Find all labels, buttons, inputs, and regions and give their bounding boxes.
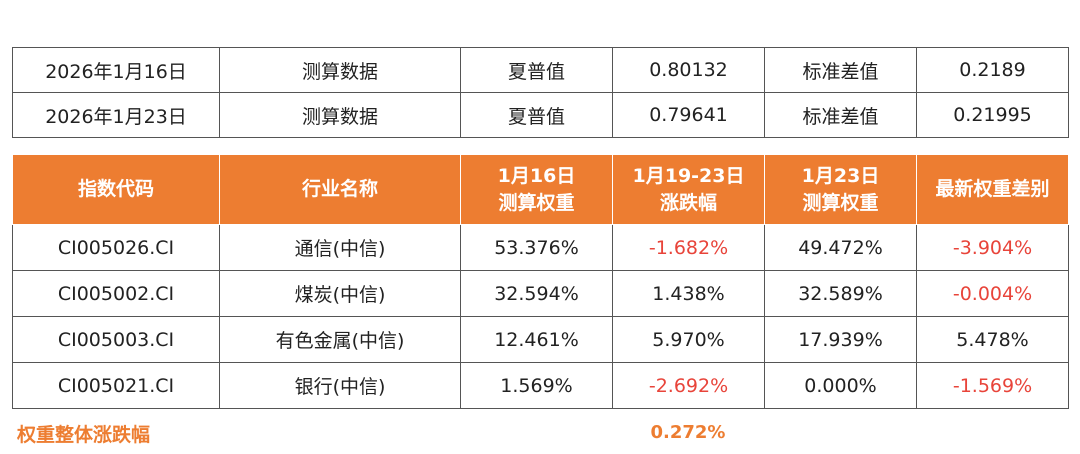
header-text: 1月23日 <box>801 164 880 187</box>
summary-date: 2026年1月16日 <box>12 47 220 93</box>
industry-name: 银行(中信) <box>219 362 461 409</box>
index-code: CI005003.CI <box>12 316 220 363</box>
header-text: 涨跌幅 <box>659 191 717 214</box>
index-code: CI005002.CI <box>12 270 220 317</box>
header-change: 1月19-23日 涨跌幅 <box>612 154 765 225</box>
weight-diff: -0.004% <box>916 270 1069 317</box>
change-value: -2.692% <box>612 362 765 409</box>
summary-label: 测算数据 <box>219 92 461 138</box>
change-value: 1.438% <box>612 270 765 317</box>
weight-0116: 53.376% <box>460 224 613 271</box>
overall-change-value: 0.272% <box>650 422 726 443</box>
stddev-label: 标准差值 <box>764 47 917 93</box>
sharpe-value: 0.80132 <box>612 47 765 93</box>
header-text: 行业名称 <box>301 178 378 200</box>
stddev-value: 0.2189 <box>916 47 1069 93</box>
weight-0123: 17.939% <box>764 316 917 363</box>
weight-0123: 32.589% <box>764 270 917 317</box>
header-weight-0123: 1月23日测算权重 <box>764 154 917 225</box>
header-text: 1月19-23日 <box>632 164 745 187</box>
sharpe-label: 夏普值 <box>460 47 613 93</box>
weight-diff: -1.569% <box>916 362 1069 409</box>
weight-0123: 0.000% <box>764 362 917 409</box>
summary-row: 2026年1月16日 测算数据 夏普值 0.80132 标准差值 0.2189 <box>12 47 1069 93</box>
weight-0116: 12.461% <box>460 316 613 363</box>
weight-diff: -3.904% <box>916 224 1069 271</box>
header-weight-0116: 1月16日测算权重 <box>460 154 613 225</box>
weights-table: 指数代码 行业名称 1月16日测算权重 1月19-23日 涨跌幅 1月23日测算权… <box>12 154 1069 409</box>
table-row: CI005002.CI 煤炭(中信) 32.594% 1.438% 32.589… <box>12 270 1069 317</box>
index-code: CI005026.CI <box>12 224 220 271</box>
table-header-row: 指数代码 行业名称 1月16日测算权重 1月19-23日 涨跌幅 1月23日测算权… <box>12 154 1069 225</box>
sharpe-value: 0.79641 <box>612 92 765 138</box>
index-code: CI005021.CI <box>12 362 220 409</box>
weight-0116: 32.594% <box>460 270 613 317</box>
table-row: CI005026.CI 通信(中信) 53.376% -1.682% 49.47… <box>12 224 1069 271</box>
stddev-label: 标准差值 <box>764 92 917 138</box>
header-text: 最新权重差别 <box>935 178 1050 200</box>
industry-name: 煤炭(中信) <box>219 270 461 317</box>
header-weight-diff: 最新权重差别 <box>916 154 1069 225</box>
header-industry: 行业名称 <box>219 154 461 225</box>
industry-name: 通信(中信) <box>219 224 461 271</box>
sharpe-label: 夏普值 <box>460 92 613 138</box>
table-row: CI005021.CI 银行(中信) 1.569% -2.692% 0.000%… <box>12 362 1069 409</box>
header-text: 测算权重 <box>802 191 879 214</box>
header-text: 1月16日 <box>497 164 576 187</box>
weight-0116: 1.569% <box>460 362 613 409</box>
weight-0123: 49.472% <box>764 224 917 271</box>
change-value: 5.970% <box>612 316 765 363</box>
weight-diff: 5.478% <box>916 316 1069 363</box>
header-text: 指数代码 <box>77 178 154 200</box>
overall-change-label: 权重整体涨跌幅 <box>17 424 151 446</box>
header-text: 测算权重 <box>498 191 575 214</box>
table-row: CI005003.CI 有色金属(中信) 12.461% 5.970% 17.9… <box>12 316 1069 363</box>
header-index-code: 指数代码 <box>12 154 220 225</box>
summary-row: 2026年1月23日 测算数据 夏普值 0.79641 标准差值 0.21995 <box>12 92 1069 138</box>
industry-name: 有色金属(中信) <box>219 316 461 363</box>
change-value: -1.682% <box>612 224 765 271</box>
summary-date: 2026年1月23日 <box>12 92 220 138</box>
summary-label: 测算数据 <box>219 47 461 93</box>
stddev-value: 0.21995 <box>916 92 1069 138</box>
summary-table: 2026年1月16日 测算数据 夏普值 0.80132 标准差值 0.2189 … <box>12 47 1069 138</box>
